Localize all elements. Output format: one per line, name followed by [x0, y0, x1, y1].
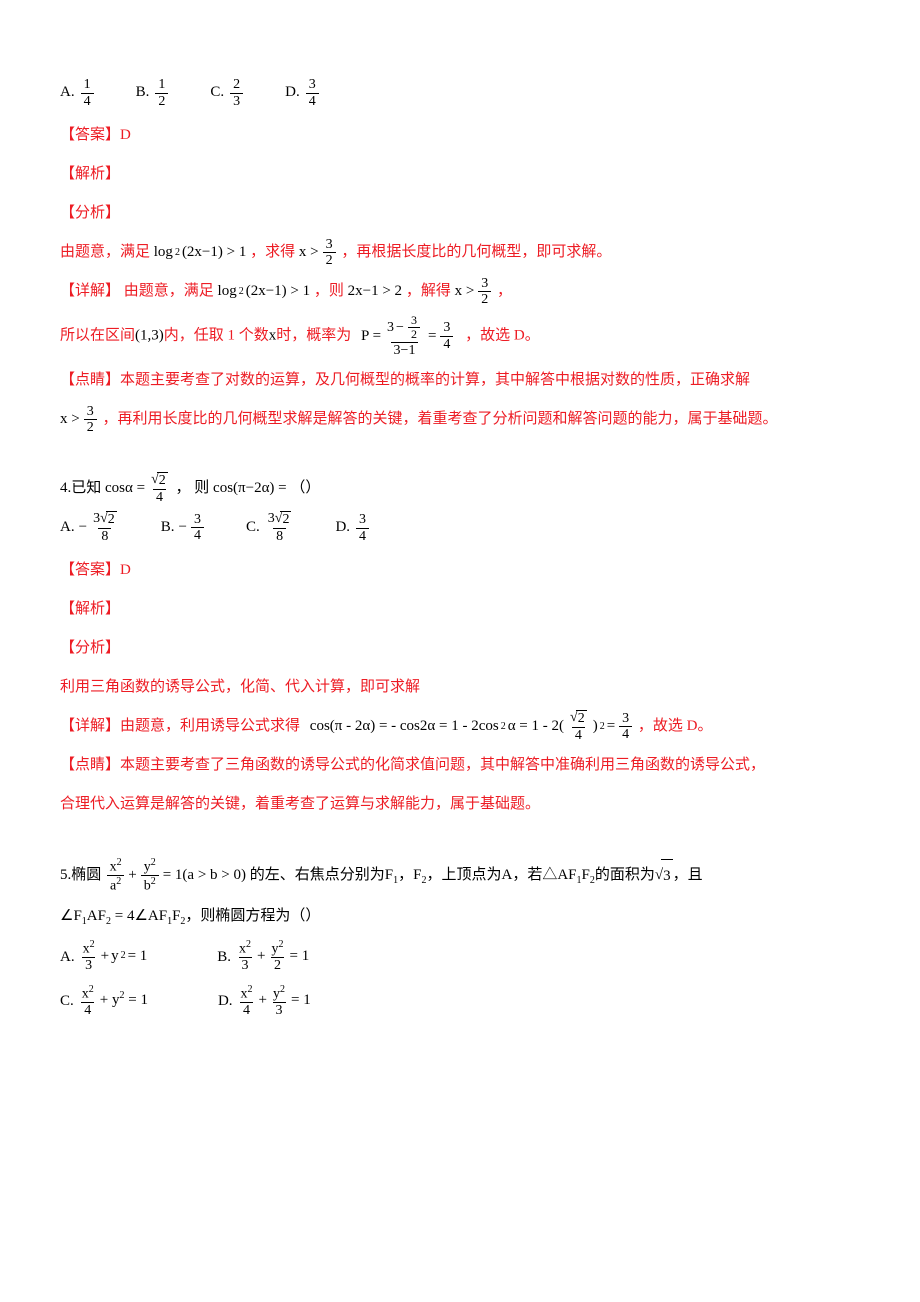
q3-opt-c: C. 23	[210, 76, 245, 109]
q3-dianjing: 【点睛】本题主要考查了对数的运算，及几何概型的概率的计算，其中解答中根据对数的性…	[60, 364, 860, 397]
q4-fenxi-txt: 利用三角函数的诱导公式，化简、代入计算，即可求解	[60, 671, 860, 704]
q4-options: A. − 3√2 8 B. − 34 C. 3√2 8 D. 34	[60, 511, 860, 544]
q4-opt-d: D. 34	[335, 511, 371, 544]
q4-fenxi: 【分析】	[60, 632, 860, 665]
q5-stem-1: 5.椭圆 x2 a2 + y2 b2 = 1(a > b > 0) 的左、右焦点…	[60, 857, 860, 894]
q5-opt-d: D. x24 + y23 = 1	[218, 984, 311, 1018]
q3-jiexi: 【解析】	[60, 158, 860, 191]
q4-answer: 【答案】D	[60, 554, 860, 587]
q5-options-row2: C. x24 + y2 = 1 D. x24 + y23 = 1	[60, 984, 860, 1018]
q5-opt-a: A. x23 + y2 = 1	[60, 939, 147, 973]
opt-label: B.	[136, 76, 150, 109]
q5-opt-c: C. x24 + y2 = 1	[60, 984, 148, 1018]
q5-options-row1: A. x23 + y2 = 1 B. x23 + y22 = 1	[60, 939, 860, 973]
q3-options: A. 14 B. 12 C. 23 D. 34	[60, 76, 860, 109]
q4-detail: 【详解】由题意，利用诱导公式求得 cos(π - 2α) = - cos2α =…	[60, 710, 860, 743]
q4-opt-c: C. 3√2 8	[246, 511, 295, 544]
q3-fenxi: 【分析】	[60, 197, 860, 230]
q4-stem: 4.已知 cosα = √2 4 ， 则 cos(π−2α) = （）	[60, 472, 860, 505]
q4-opt-b: B. − 34	[161, 511, 206, 544]
q3-prob: 所以在区间(1,3)内，任取 1 个数x时，概率为 P = 3− 32 3−1 …	[60, 314, 860, 358]
q3-detail: 【详解】 由题意，满足 log2(2x−1) > 1 ，则 2x−1 > 2 ，…	[60, 275, 860, 308]
opt-label: C.	[210, 76, 224, 109]
q3-opt-b: B. 12	[136, 76, 171, 109]
q4-jiexi: 【解析】	[60, 593, 860, 626]
q4-dj2: 合理代入运算是解答的关键，着重考查了运算与求解能力，属于基础题。	[60, 788, 860, 821]
q4-dj1: 【点睛】本题主要考查了三角函数的诱导公式的化简求值问题，其中解答中准确利用三角函…	[60, 749, 860, 782]
q5-opt-b: B. x23 + y22 = 1	[217, 939, 309, 973]
q3-opt-a: A. 14	[60, 76, 96, 109]
q3-fenxi-line1: 由题意，满足 log2(2x−1) > 1 ，求得 x > 32 ，再根据长度比…	[60, 236, 860, 269]
q3-dj-line2: x > 32 ，再利用长度比的几何概型求解是解答的关键，着重考查了分析问题和解答…	[60, 403, 860, 436]
q3-answer: 【答案】D	[60, 119, 860, 152]
q3-opt-d: D. 34	[285, 76, 321, 109]
q4-opt-a: A. − 3√2 8	[60, 511, 121, 544]
opt-label: A.	[60, 76, 75, 109]
opt-label: D.	[285, 76, 300, 109]
q5-stem-2: ∠F1AF2 = 4∠AF1F2，则椭圆方程为（）	[60, 900, 860, 933]
